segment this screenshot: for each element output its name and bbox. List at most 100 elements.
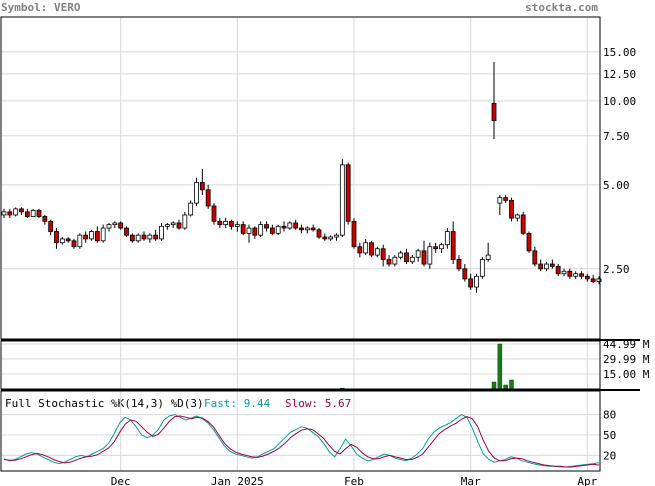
candle-body: [42, 216, 48, 222]
candle-body: [392, 256, 398, 265]
candle-body: [299, 227, 304, 231]
candle-body: [456, 259, 462, 270]
candle-body: [211, 205, 217, 222]
candle-body: [89, 231, 94, 240]
candle-body: [77, 234, 83, 248]
candle-body: [36, 209, 42, 217]
candle-body: [153, 234, 159, 240]
candle-body: [19, 208, 24, 213]
candle-body: [54, 231, 59, 244]
x-tick-label: Apr: [577, 475, 597, 486]
price-tick-label: 5.00: [603, 179, 630, 192]
candle-body: [409, 256, 415, 263]
slow-value-label: Slow: 5.67: [285, 397, 351, 410]
candle-body: [135, 234, 141, 242]
candle-body: [427, 246, 433, 265]
price-tick-label: 10.00: [603, 95, 636, 108]
candle-body: [65, 238, 71, 242]
candle-body: [269, 227, 275, 234]
candle-body: [264, 224, 269, 229]
candle-body: [555, 265, 561, 275]
candle-body: [439, 244, 444, 250]
candle-body: [520, 214, 526, 234]
candle-body: [246, 227, 252, 234]
panel-frame: [0, 16, 601, 340]
candle-body: [398, 252, 404, 258]
candle-body: [573, 273, 579, 277]
symbol-label: Symbol: VERO: [1, 1, 81, 14]
candle-body: [229, 220, 234, 227]
stochastic-tick-label: 20: [603, 449, 616, 462]
stochastic-tick-label: 80: [603, 409, 616, 422]
volume-tick-label: 29.99 M: [603, 353, 650, 366]
candle-body: [310, 227, 316, 231]
candle-body: [59, 238, 65, 244]
candle-body: [590, 278, 596, 282]
candle-body: [468, 278, 474, 288]
candle-body: [328, 236, 334, 240]
candle-body: [106, 224, 112, 229]
candle-body: [561, 270, 567, 275]
candle-body: [293, 222, 299, 229]
candle-body: [497, 197, 503, 204]
candle-body: [357, 246, 363, 254]
volume-bar: [497, 343, 503, 390]
candle-body: [374, 248, 380, 256]
candle-body: [147, 234, 153, 240]
x-tick-label: Feb: [344, 475, 364, 486]
candle-body: [444, 231, 450, 246]
candle-body: [112, 222, 118, 226]
candle-body: [194, 182, 199, 204]
stochastic-tick-label: 50: [603, 429, 616, 442]
stochastic-panel: Full Stochastic %K(14,3) %D(3) Fast: 9.4…: [0, 389, 640, 472]
price-tick-label: 2.50: [603, 263, 630, 276]
candle-body: [100, 227, 106, 242]
candle-body: [223, 220, 229, 226]
x-tick-label: Mar: [461, 475, 481, 486]
price-tick-label: 15.00: [603, 46, 636, 59]
volume-tick-label: 44.99 M: [603, 338, 650, 351]
candle-body: [579, 273, 584, 277]
candle-body: [485, 254, 491, 260]
candle-body: [369, 242, 374, 256]
candle-body: [240, 224, 246, 234]
candle-body: [386, 259, 392, 265]
candle-body: [380, 248, 386, 260]
candle-body: [584, 275, 590, 280]
candle-body: [404, 252, 409, 263]
candle-body: [234, 224, 240, 227]
candle-body: [351, 220, 357, 248]
candle-body: [118, 222, 124, 229]
candle-body: [24, 211, 30, 217]
candle-body: [339, 164, 345, 236]
candle-body: [509, 199, 514, 219]
candle-body: [491, 102, 497, 122]
candle-body: [567, 270, 573, 277]
candle-body: [83, 234, 89, 240]
candle-body: [182, 214, 188, 229]
candle-body: [538, 263, 544, 270]
candle-body: [170, 222, 176, 226]
volume-bar: [491, 381, 497, 390]
candle-body: [7, 211, 13, 216]
candle-body: [164, 224, 170, 227]
candle-body: [141, 234, 147, 240]
candle-body: [13, 208, 19, 216]
candle-body: [258, 224, 264, 236]
candle-body: [462, 268, 468, 280]
stochastic-title: Full Stochastic %K(14,3) %D(3): [5, 397, 204, 410]
candle-body: [252, 227, 258, 236]
candle-body: [421, 250, 427, 265]
candle-body: [199, 182, 205, 191]
candle-body: [450, 231, 456, 260]
candle-body: [217, 220, 223, 226]
candle-body: [532, 250, 538, 265]
site-label: stockta.com: [525, 1, 598, 14]
candle-body: [304, 227, 310, 231]
candle-body: [124, 227, 129, 236]
candle-body: [1, 211, 7, 216]
candle-body: [316, 229, 322, 238]
price-panel: 15.00 12.50 10.00 7.50 5.00 2.50: [0, 16, 636, 340]
candle-body: [48, 220, 54, 232]
